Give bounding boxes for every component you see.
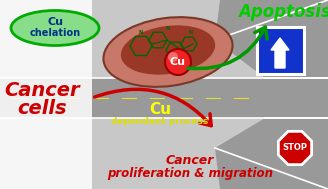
Text: STOP: STOP (282, 143, 308, 153)
FancyArrow shape (271, 38, 289, 68)
Text: N: N (139, 30, 143, 35)
Text: dependent process: dependent process (112, 118, 209, 126)
FancyBboxPatch shape (256, 26, 303, 74)
Text: Cancer: Cancer (166, 153, 214, 167)
Ellipse shape (103, 17, 233, 87)
Polygon shape (0, 78, 328, 118)
Text: NH: NH (174, 57, 180, 61)
Circle shape (168, 52, 178, 62)
Text: Cu: Cu (47, 17, 63, 27)
Polygon shape (215, 118, 328, 189)
Text: N: N (189, 30, 193, 35)
Text: cells: cells (17, 98, 67, 118)
Ellipse shape (121, 25, 215, 75)
Text: Cancer: Cancer (4, 81, 80, 99)
Text: N: N (166, 26, 170, 31)
Ellipse shape (11, 11, 99, 46)
Text: Cu: Cu (170, 57, 186, 67)
Bar (0, 0, 92, 189)
FancyArrowPatch shape (188, 27, 267, 69)
Text: chelation: chelation (30, 28, 81, 38)
Text: proliferation & migration: proliferation & migration (107, 167, 273, 180)
Polygon shape (215, 0, 328, 78)
Text: Cu: Cu (149, 102, 171, 118)
Text: Apoptosis: Apoptosis (238, 3, 328, 21)
Circle shape (165, 49, 191, 75)
FancyArrowPatch shape (94, 89, 211, 126)
Polygon shape (278, 131, 312, 165)
